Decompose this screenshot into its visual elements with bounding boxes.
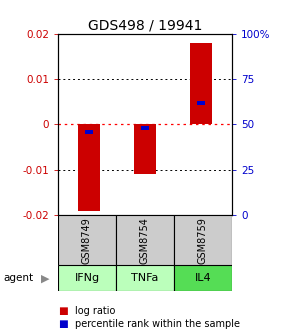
Text: log ratio: log ratio: [75, 306, 116, 316]
Bar: [174, 265, 232, 291]
Bar: [58, 265, 116, 291]
Text: ▶: ▶: [41, 273, 49, 283]
Bar: [197, 100, 205, 104]
Bar: [141, 126, 149, 130]
Text: ■: ■: [58, 306, 68, 316]
Text: ■: ■: [58, 319, 68, 329]
Bar: [116, 215, 174, 265]
Text: agent: agent: [3, 273, 33, 283]
Title: GDS498 / 19941: GDS498 / 19941: [88, 18, 202, 33]
Text: IFNg: IFNg: [75, 273, 99, 283]
Bar: [190, 43, 212, 124]
Bar: [174, 215, 232, 265]
Text: percentile rank within the sample: percentile rank within the sample: [75, 319, 240, 329]
Text: IL4: IL4: [195, 273, 211, 283]
Text: GSM8759: GSM8759: [198, 217, 208, 264]
Bar: [78, 124, 100, 210]
Text: GSM8749: GSM8749: [82, 217, 92, 264]
Text: GSM8754: GSM8754: [140, 217, 150, 264]
Bar: [134, 124, 156, 174]
Bar: [116, 265, 174, 291]
Bar: [85, 130, 93, 134]
Text: TNFa: TNFa: [131, 273, 159, 283]
Bar: [58, 215, 116, 265]
